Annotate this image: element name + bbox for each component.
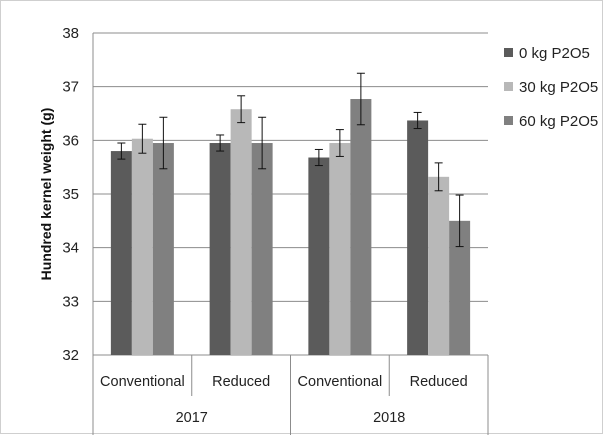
bar-0kg — [407, 120, 429, 355]
bar-30kg — [131, 138, 153, 355]
legend-swatch — [504, 116, 513, 125]
y-tick-label: 36 — [62, 132, 79, 149]
bar-30kg — [230, 109, 252, 355]
y-tick-label: 38 — [62, 25, 79, 42]
x-group-label: 2018 — [373, 410, 405, 426]
bar-60kg — [350, 99, 372, 355]
bar-0kg — [110, 151, 132, 355]
bar-30kg — [428, 176, 450, 355]
legend-swatch — [504, 82, 513, 91]
y-axis-label: Hundred kernel weight (g) — [38, 108, 54, 281]
y-tick-label: 34 — [62, 240, 79, 257]
y-tick-label: 33 — [62, 293, 79, 310]
y-tick-labels: 32 33 34 35 36 37 38 — [62, 25, 79, 364]
bar-30kg — [329, 143, 351, 355]
x-category-label: Conventional — [100, 374, 185, 390]
legend-label: 60 kg P2O5 — [519, 113, 598, 130]
bar-0kg — [308, 157, 330, 355]
legend-label: 0 kg P2O5 — [519, 45, 590, 62]
x-category-label: Conventional — [298, 374, 383, 390]
y-tick-label: 35 — [62, 186, 79, 203]
bar-60kg — [251, 143, 273, 355]
legend-swatch — [504, 48, 513, 57]
x-category-label: Reduced — [212, 374, 270, 390]
legend-label: 30 kg P2O5 — [519, 79, 598, 96]
x-group-label: 2017 — [176, 410, 208, 426]
bar-0kg — [209, 143, 231, 355]
legend: 0 kg P2O5 30 kg P2O5 60 kg P2O5 — [504, 45, 598, 130]
bars — [110, 99, 471, 355]
x-category-labels: Conventional Reduced Conventional Reduced 20… — [100, 374, 468, 426]
y-tick-label: 37 — [62, 79, 79, 96]
error-bars — [117, 72, 464, 248]
bar-60kg — [449, 220, 471, 355]
x-category-label: Reduced — [410, 374, 468, 390]
bar-60kg — [152, 143, 174, 355]
y-tick-label: 32 — [62, 347, 79, 364]
